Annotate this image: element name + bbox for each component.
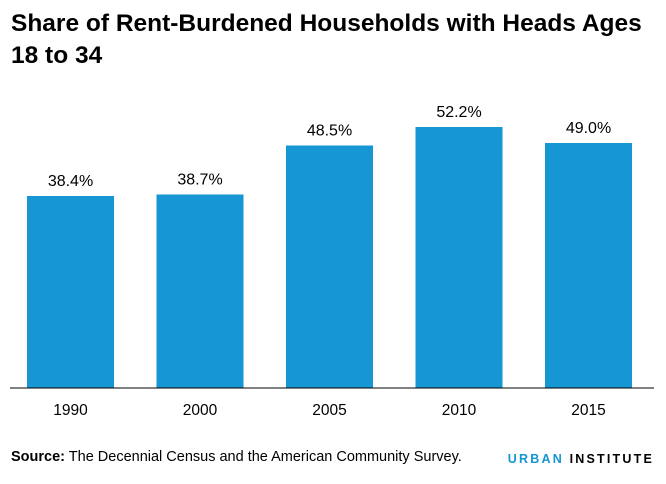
x-tick-label-1990: 1990	[53, 402, 88, 419]
x-tick-label-2010: 2010	[442, 402, 477, 419]
x-tick-label-2000: 2000	[183, 402, 218, 419]
bar-2015	[545, 143, 632, 388]
labels-group: 38.4% 1990 38.7% 2000 48.5% 2005 52.2% 2010 49.0…	[48, 104, 611, 419]
data-label-2015: 49.0%	[566, 120, 611, 137]
source-label: Source:	[11, 449, 65, 465]
bar-chart: 38.4% 1990 38.7% 2000 48.5% 2005 52.2% 2010 49.0…	[10, 104, 654, 419]
bar-2005	[286, 145, 373, 388]
data-label-2000: 38.7%	[177, 172, 222, 189]
chart-title: Share of Rent-Burdened Households with H…	[11, 10, 642, 69]
bars-group	[27, 127, 632, 388]
x-tick-label-2005: 2005	[312, 402, 346, 419]
logo-urban: URBAN	[507, 452, 564, 466]
x-tick-label-2015: 2015	[571, 402, 605, 419]
urban-institute-logo: URBAN INSTITUTE	[508, 452, 654, 466]
source-note: Source: The Decennial Census and the Ame…	[11, 449, 462, 465]
data-label-1990: 38.4%	[48, 173, 93, 190]
source-text: The Decennial Census and the American Co…	[65, 449, 462, 465]
data-label-2010: 52.2%	[436, 104, 481, 121]
logo-institute: INSTITUTE	[569, 452, 654, 466]
bar-1990	[27, 196, 114, 388]
bar-2010	[415, 127, 503, 388]
data-label-2005: 48.5%	[307, 123, 352, 140]
bar-2000	[156, 194, 244, 388]
